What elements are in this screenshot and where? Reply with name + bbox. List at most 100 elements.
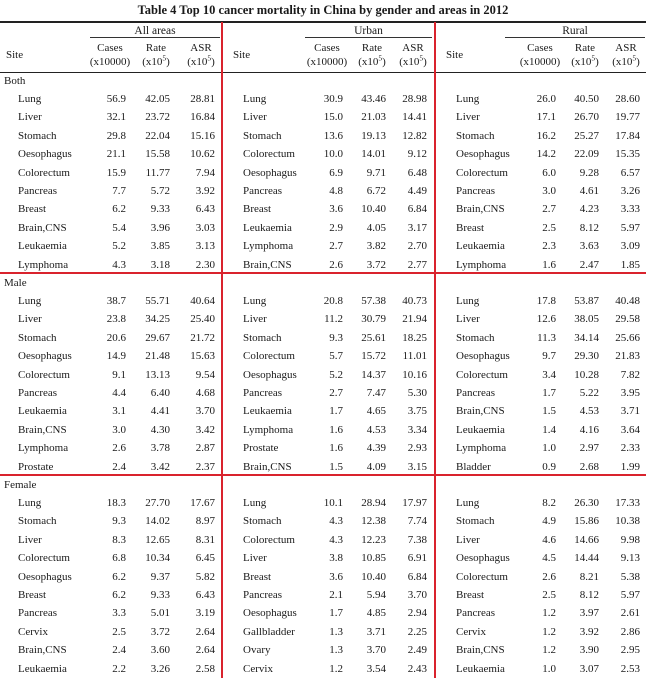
rate-column-header: Rate (x105) [134,38,178,72]
cases-cell: 1.3 [329,644,343,657]
asr-cell: 3.70 [407,589,427,601]
asr-cell: 3.03 [195,221,215,234]
rate-cell: 3.90 [579,644,599,657]
site-column-header: Site [446,49,464,61]
asr-cell: 8.31 [195,533,215,546]
site-cell: Pancreas [243,589,283,601]
cases-cell: 4.3 [329,515,343,528]
cases-cell: 11.2 [324,313,343,326]
table-title: Table 4 Top 10 cancer mortality in China… [137,3,509,17]
asr-column-header: ASR (x105) [391,38,435,72]
cases-cell: 29.8 [106,129,126,142]
rate-cell: 10.85 [361,552,386,565]
rate-cell: 22.04 [145,129,170,142]
cases-cell: 56.9 [106,93,126,105]
asr-cell: 2.49 [407,644,427,657]
asr-cell: 3.33 [620,203,640,216]
header-line: ASR [402,42,424,54]
site-cell: Oesophagus [18,570,72,583]
rate-cell: 3.92 [579,625,599,638]
asr-cell: 2.77 [407,258,427,271]
header-line: Cases [314,42,340,54]
site-cell: Colorectum [18,166,70,179]
cases-cell: 6.0 [542,166,556,179]
rate-cell: 7.47 [366,387,386,399]
asr-cell: 6.43 [195,203,215,216]
header-exp: 5 [378,53,383,63]
asr-cell: 5.97 [620,221,640,234]
cases-cell: 3.6 [329,570,343,583]
cases-cell: 7.7 [112,185,126,197]
site-cell: Brain,CNS [456,644,505,657]
site-cell: Gallbladder [243,625,295,638]
site-cell: Colorectum [243,350,295,363]
rate-cell: 27.70 [145,497,170,509]
cases-column-header: Cases (x10000) [303,38,351,72]
site-cell: Brain,CNS [243,460,292,473]
rate-cell: 14.44 [574,552,599,565]
divider-urban [221,22,223,678]
site-cell: Pancreas [456,185,496,197]
site-column-header: Site [233,49,251,61]
cases-cell: 18.3 [106,497,126,509]
header-line: ASR [190,42,212,54]
group-header-rule [305,37,432,38]
site-cell: Leukaemia [456,240,505,253]
rate-cell: 3.63 [579,240,599,253]
site-cell: Stomach [456,331,495,344]
rate-cell: 25.61 [361,331,386,344]
rate-cell: 4.05 [366,221,386,234]
rate-cell: 22.09 [574,148,599,161]
rate-cell: 3.72 [366,258,386,271]
site-cell: Cervix [456,625,486,638]
rate-cell: 3.78 [150,442,170,455]
asr-cell: 3.42 [195,423,215,436]
cases-cell: 4.5 [542,552,556,565]
cases-cell: 1.2 [329,662,343,675]
cases-cell: 17.1 [536,111,556,124]
site-cell: Breast [18,589,47,601]
rate-cell: 57.38 [361,295,386,307]
rate-cell: 26.70 [574,111,599,124]
cases-column-header: Cases (x10000) [86,38,134,72]
asr-cell: 5.97 [620,589,640,601]
site-cell: Leukaemia [243,405,292,418]
site-cell: Brain,CNS [18,423,67,436]
site-cell: Liver [18,313,42,326]
rate-cell: 4.41 [150,405,170,418]
site-cell: Colorectum [456,570,508,583]
site-cell: Pancreas [243,185,283,197]
cases-cell: 1.2 [542,644,556,657]
site-cell: Lymphoma [18,258,69,271]
asr-cell: 3.09 [620,240,640,253]
asr-cell: 3.17 [407,221,427,234]
site-cell: Oesophagus [456,552,510,565]
rate-cell: 2.47 [579,258,599,271]
site-cell: Lymphoma [243,423,294,436]
asr-cell: 6.84 [407,203,427,216]
asr-cell: 2.64 [195,625,215,638]
site-cell: Liver [243,313,267,326]
rate-cell: 9.71 [366,166,386,179]
asr-cell: 12.82 [402,129,427,142]
asr-cell: 3.15 [407,460,427,473]
rate-cell: 4.53 [366,423,386,436]
asr-cell: 4.68 [195,387,215,399]
rate-cell: 9.33 [150,589,170,601]
cases-cell: 38.7 [106,295,126,307]
cases-cell: 17.8 [536,295,556,307]
rate-cell: 4.53 [579,405,599,418]
cases-cell: 3.6 [329,203,343,216]
asr-cell: 14.41 [402,111,427,124]
divider-male [0,272,646,274]
header-exp: 5 [162,53,167,63]
asr-cell: 6.57 [620,166,640,179]
asr-cell: 17.84 [615,129,640,142]
asr-cell: 15.16 [190,129,215,142]
cases-cell: 1.2 [542,625,556,638]
header-close: ) [595,56,599,68]
rate-cell: 10.34 [145,552,170,565]
cases-cell: 3.0 [542,185,556,197]
rate-cell: 3.07 [579,662,599,675]
rate-cell: 3.70 [366,644,386,657]
